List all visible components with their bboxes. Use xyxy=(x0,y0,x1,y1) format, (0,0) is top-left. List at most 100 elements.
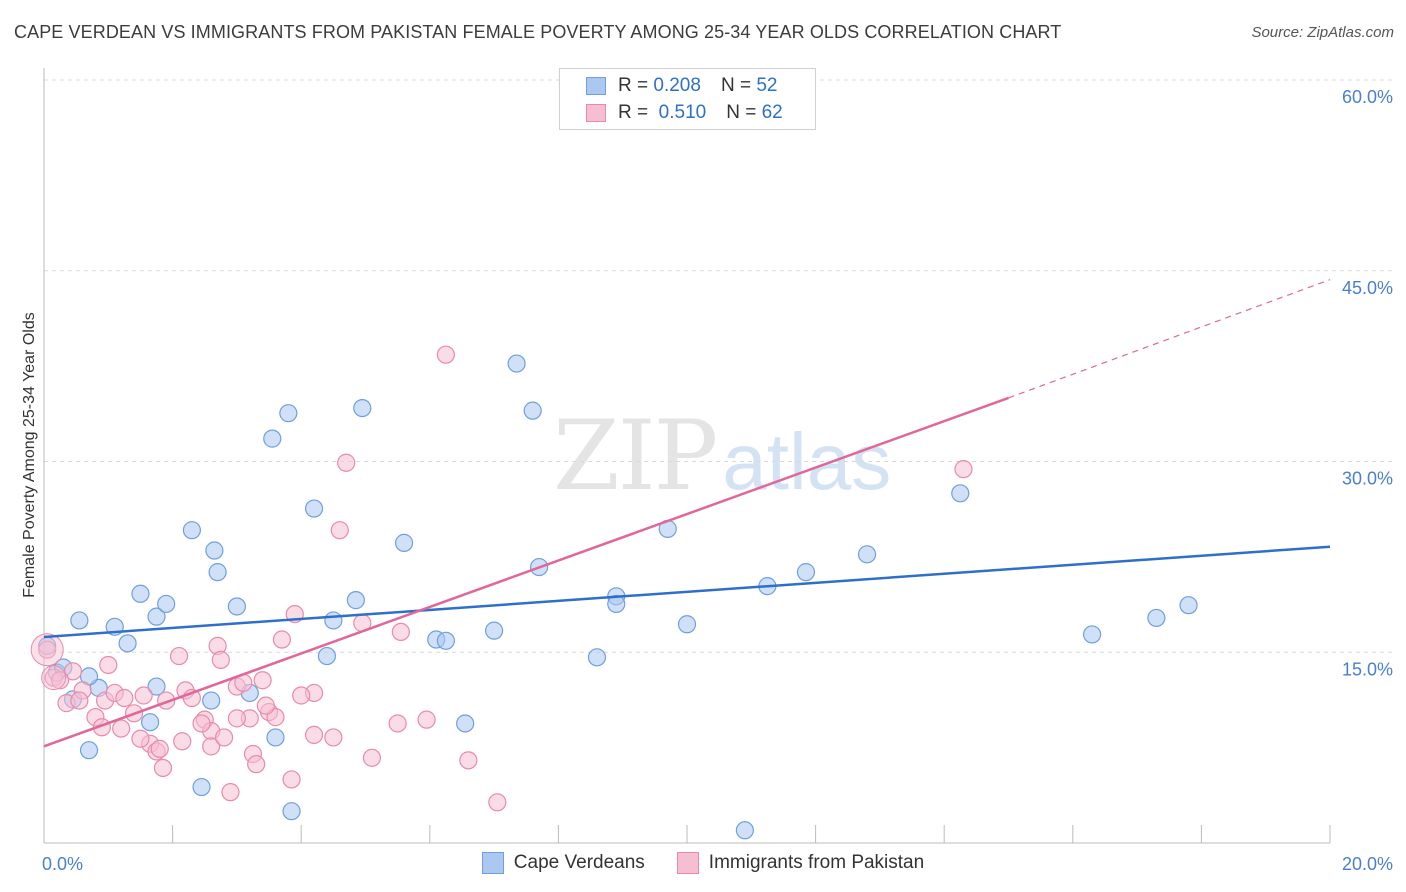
cape-verdean-point xyxy=(1147,608,1166,628)
cape-verdean-point xyxy=(202,691,221,710)
chart-title: CAPE VERDEAN VS IMMIGRANTS FROM PAKISTAN… xyxy=(14,22,1062,42)
pakistan-trendline xyxy=(43,396,1009,748)
cape-verdean-point xyxy=(951,484,970,503)
cape-verdean-point xyxy=(131,584,150,603)
legend-n-label: N = xyxy=(726,102,757,123)
cape-verdean-point xyxy=(1179,596,1198,615)
pakistan-point xyxy=(131,729,150,748)
correlation-legend: R = 0.208 N = 52 R = 0.510 N = 62 xyxy=(559,68,816,130)
pakistan-point xyxy=(292,686,311,705)
cape-verdean-point xyxy=(279,404,298,423)
pakistan-point xyxy=(362,748,382,767)
pakistan-point-cluster xyxy=(41,665,67,691)
pakistan-point xyxy=(417,710,436,729)
series-legend: Cape Verdeans Immigrants from Pakistan xyxy=(0,852,1406,874)
cape-verdean-point xyxy=(182,521,201,540)
cape-verdean-point xyxy=(507,354,526,373)
cape-verdean-point xyxy=(324,611,343,630)
cape-verdean-point xyxy=(192,777,211,797)
pakistan-point xyxy=(459,751,478,770)
y-tick-label: 30.0% xyxy=(1342,469,1393,489)
cape-verdean-point xyxy=(227,597,246,616)
pakistan-point xyxy=(954,460,973,479)
pakistan-point xyxy=(330,521,349,540)
cape-verdean-trendline xyxy=(43,545,1331,639)
legend-label: Cape Verdeans xyxy=(513,852,645,873)
source-label: Source: ZipAtlas.com xyxy=(1251,24,1394,41)
legend-swatch-pink xyxy=(586,104,606,122)
cape-verdean-point xyxy=(147,677,166,696)
cape-verdean-point xyxy=(266,728,285,747)
x-tick-label: 0.0% xyxy=(42,854,83,874)
pakistan-point xyxy=(150,739,169,758)
cape-verdean-point xyxy=(140,713,160,732)
cape-verdean-point xyxy=(205,541,224,560)
cape-verdean-point xyxy=(677,615,697,634)
pakistan-point xyxy=(173,732,192,751)
cape-verdean-point xyxy=(346,591,365,610)
legend-swatch-blue xyxy=(586,77,606,95)
pakistan-point xyxy=(247,755,266,774)
pakistan-point xyxy=(153,758,173,778)
cape-verdean-point xyxy=(394,533,414,552)
pakistan-point xyxy=(436,345,455,364)
pakistan-point xyxy=(227,709,246,728)
y-tick-label: 45.0% xyxy=(1342,278,1393,298)
pakistan-point xyxy=(134,686,153,705)
cape-verdean-point xyxy=(436,631,455,650)
pakistan-point xyxy=(304,725,324,745)
pakistan-point xyxy=(488,793,507,812)
legend-swatch-pink xyxy=(676,852,699,874)
y-tick-label: 60.0% xyxy=(1342,87,1393,107)
pakistan-point xyxy=(391,622,410,642)
legend-row-cape-verdeans: R = 0.208 N = 52 xyxy=(586,73,777,99)
cape-verdean-point xyxy=(263,429,282,448)
pakistan-trendline-extension xyxy=(1008,279,1331,399)
legend-row-pakistan: R = 0.510 N = 62 xyxy=(586,100,783,126)
legend-n-label: N = xyxy=(720,75,752,96)
legend-r-value: 0.208 xyxy=(653,75,701,96)
legend-swatch-blue xyxy=(481,852,504,874)
pakistan-point xyxy=(115,688,134,708)
cape-verdean-point xyxy=(157,594,176,614)
cape-verdean-point xyxy=(353,398,372,418)
cape-verdean-point xyxy=(523,401,542,420)
pakistan-point xyxy=(324,728,343,747)
pakistan-point xyxy=(253,671,272,690)
cape-verdean-point xyxy=(304,499,324,518)
cape-verdean-point xyxy=(857,545,877,564)
legend-label: Immigrants from Pakistan xyxy=(708,852,925,873)
pakistan-point xyxy=(272,630,292,649)
pakistan-point xyxy=(50,671,70,690)
cape-verdean-point xyxy=(79,741,99,760)
cape-verdean-point xyxy=(118,634,137,653)
pakistan-point xyxy=(192,714,211,733)
legend-r-value: 0.510 xyxy=(658,102,707,123)
cape-verdean-point xyxy=(70,611,89,630)
watermark-zip: ZIP xyxy=(553,400,718,512)
pakistan-point xyxy=(221,783,240,802)
cape-verdean-point xyxy=(456,714,475,733)
legend-n-value: 62 xyxy=(761,102,783,123)
cape-verdean-point xyxy=(796,563,816,582)
cape-verdean-point xyxy=(317,646,337,666)
cape-verdean-point xyxy=(147,607,166,626)
cape-verdean-point xyxy=(208,563,227,582)
y-tick-label: 15.0% xyxy=(1342,659,1393,679)
legend-item-pakistan[interactable]: Immigrants from Pakistan xyxy=(676,852,925,874)
cape-verdean-point xyxy=(485,621,504,640)
legend-r-label: R = xyxy=(618,75,649,96)
pakistan-point xyxy=(99,655,118,675)
legend-n-value: 52 xyxy=(756,75,778,96)
pakistan-point-cluster xyxy=(30,633,64,667)
pakistan-point xyxy=(63,662,83,681)
pakistan-point xyxy=(70,691,89,710)
pakistan-point xyxy=(337,453,356,472)
legend-item-cape-verdeans[interactable]: Cape Verdeans xyxy=(481,852,645,874)
cape-verdean-point xyxy=(587,648,607,667)
pakistan-point xyxy=(256,696,275,715)
cape-verdean-point xyxy=(282,802,301,821)
pakistan-point xyxy=(214,728,234,747)
cape-verdean-point xyxy=(1082,625,1102,644)
